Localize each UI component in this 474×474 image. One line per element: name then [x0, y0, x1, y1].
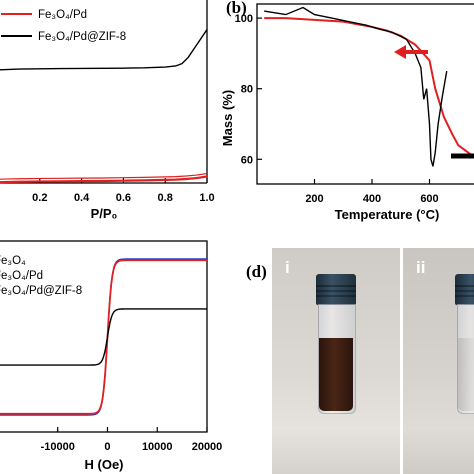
photo-i-label: i [285, 258, 290, 277]
panel-a-chart: 0.2 0.4 0.6 0.8 1.0 Fe₃O₄/Pd Fe₃O₄/Pd@ZIF-8 P… [0, 0, 215, 221]
panel-b-frame [256, 3, 474, 185]
vial-i-cap [316, 274, 356, 305]
panel-a-legend-label: Fe₃O₄/Pd [38, 9, 87, 21]
panel-b-x-tick-label: 600 [420, 193, 438, 205]
panel-c-x-tick-label: 0 [104, 441, 110, 453]
panel-c-x-tick-label: 10000 [142, 441, 173, 453]
panel-b-label: (b) [226, 0, 247, 17]
panel-a-x-tick-label: 0.8 [158, 192, 173, 204]
panel-c-legend-label: Fe₃O₄/Pd [0, 270, 43, 282]
panel-c-series-2-line [0, 308, 207, 366]
panel-a-x-axis-label: P/P₀ [91, 206, 118, 221]
panel-a-series-1-line [0, 29, 208, 71]
panel-a-x-tick-label: 0.4 [74, 192, 90, 204]
vial-ii-cap [455, 274, 474, 305]
panel-b-x-tick-label: 200 [305, 193, 323, 205]
panel-b-red-arrow-head [394, 45, 406, 59]
panel-c-x-tick-label: -10000 [41, 441, 75, 453]
panel-a-legend-label: Fe₃O₄/Pd@ZIF-8 [38, 31, 126, 43]
panel-c-chart: -10000 0 10000 20000 Fe₃O₄ Fe₃O₄/Pd Fe₃O₄/Pd@… [0, 240, 223, 472]
panel-a-x-tick-label: 0.2 [32, 192, 47, 204]
panel-c-x-tick-label: 20000 [192, 441, 223, 453]
panel-c-x-axis-label: H (Oe) [85, 457, 124, 472]
panel-d-label: (d) [246, 262, 267, 281]
panel-b-series-1-line [264, 6, 448, 167]
vial-ii-liquid [458, 338, 474, 411]
panel-b-y-tick-label: 80 [241, 84, 253, 96]
panel-c-legend-label: Fe₃O₄ [0, 255, 26, 267]
panel-b-x-axis-label: Temperature (°C) [335, 207, 440, 222]
photo-ii-label: ii [416, 258, 426, 277]
panel-b-chart: 200 400 600 60 80 100 Mass (%) Temperature (°… [220, 3, 474, 222]
vial-i-liquid [319, 338, 353, 411]
panel-c-legend-label: Fe₃O₄/Pd@ZIF-8 [0, 285, 82, 297]
panel-b-x-tick-label: 400 [363, 193, 381, 205]
panel-b-y-tick-label: 60 [241, 154, 253, 166]
panel-b-y-tick-label: 100 [235, 13, 253, 25]
panel-a-series-0-desorption-line [0, 172, 208, 180]
panel-b-series-0-line [264, 17, 474, 158]
panel-c-series-1-line [0, 259, 207, 415]
panel-a-x-tick-label: 1.0 [199, 192, 214, 204]
panel-c-frame [0, 240, 208, 433]
panel-a-series-0-line [0, 175, 208, 184]
panel-a-x-tick-label: 0.6 [116, 192, 131, 204]
panel-b-y-axis-label: Mass (%) [220, 90, 235, 146]
photo-i: i [272, 248, 400, 474]
photo-ii: ii [403, 248, 474, 474]
